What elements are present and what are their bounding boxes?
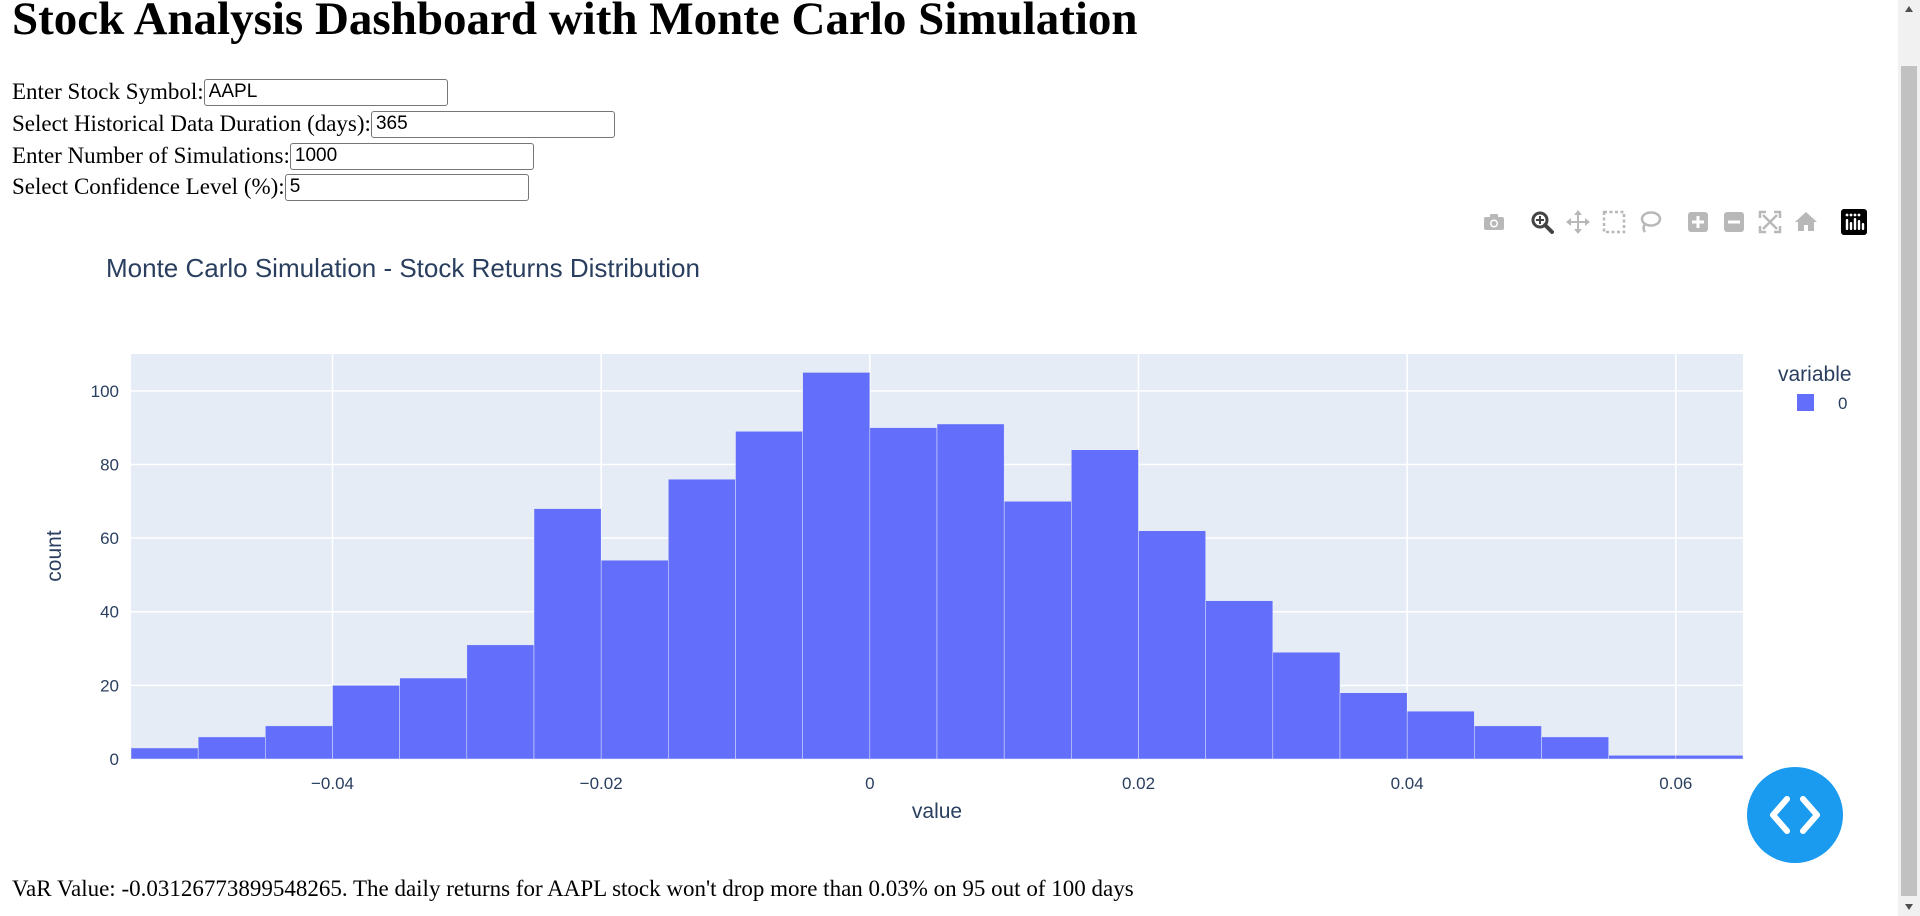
x-axis-label: value xyxy=(912,800,962,823)
lasso-select-button[interactable] xyxy=(1636,208,1664,236)
x-axis-ticks: −0.04 −0.02 0 0.02 0.04 0.06 xyxy=(311,774,1692,793)
histogram-bar[interactable] xyxy=(600,559,669,760)
histogram-bar[interactable] xyxy=(265,725,333,760)
returns-histogram-chart: Monte Carlo Simulation - Stock Returns D… xyxy=(43,253,1852,823)
confidence-row: Select Confidence Level (%): xyxy=(12,171,529,203)
histogram-bar[interactable] xyxy=(197,736,266,760)
confidence-input[interactable] xyxy=(284,173,529,201)
duration-input[interactable] xyxy=(370,110,615,138)
y-tick-label: 100 xyxy=(91,382,119,401)
legend: variable 0 xyxy=(1778,363,1852,413)
plotly-logo-icon xyxy=(1841,209,1867,235)
chart-title: Monte Carlo Simulation - Stock Returns D… xyxy=(106,253,700,283)
zoom-out-button[interactable] xyxy=(1720,208,1748,236)
page-title: Stock Analysis Dashboard with Monte Carl… xyxy=(12,0,1138,45)
simulations-label: Enter Number of Simulations: xyxy=(12,143,290,168)
histogram-bar[interactable] xyxy=(533,508,602,760)
x-tick-label: 0.04 xyxy=(1391,774,1424,793)
arrow-up-icon xyxy=(1905,6,1913,12)
histogram-bar[interactable] xyxy=(399,677,468,760)
scroll-up-button[interactable] xyxy=(1898,0,1920,18)
var-result-text: VaR Value: -0.03126773899548265. The dai… xyxy=(12,876,1134,901)
x-tick-label: 0.06 xyxy=(1659,774,1692,793)
box-select-button[interactable] xyxy=(1600,208,1628,236)
histogram-bar[interactable] xyxy=(668,478,736,760)
histogram-bar[interactable] xyxy=(735,431,803,760)
pan-icon xyxy=(1566,210,1590,234)
y-tick-label: 0 xyxy=(110,750,119,769)
x-tick-label: 0.02 xyxy=(1122,774,1155,793)
plotly-logo-button[interactable] xyxy=(1840,208,1868,236)
download-plot-button[interactable] xyxy=(1480,208,1508,236)
histogram-bar[interactable] xyxy=(1071,449,1139,760)
zoom-in-icon xyxy=(1688,212,1708,232)
lasso-icon xyxy=(1640,211,1662,233)
stock-symbol-label: Enter Stock Symbol: xyxy=(12,79,204,104)
x-tick-label: 0 xyxy=(865,774,874,793)
legend-title: variable xyxy=(1778,363,1852,386)
histogram-bar[interactable] xyxy=(869,427,938,760)
histogram-bar[interactable] xyxy=(1003,501,1072,760)
zoom-in-button[interactable] xyxy=(1684,208,1712,236)
histogram-bar[interactable] xyxy=(130,747,199,760)
box-select-icon xyxy=(1602,210,1626,234)
simulations-row: Enter Number of Simulations: xyxy=(12,140,534,172)
code-icon xyxy=(1770,796,1820,834)
legend-entry-label: 0 xyxy=(1838,394,1847,413)
histogram-bar[interactable] xyxy=(936,423,1005,760)
pan-button[interactable] xyxy=(1564,208,1592,236)
y-tick-label: 80 xyxy=(100,455,119,474)
scroll-down-button[interactable] xyxy=(1898,898,1920,916)
histogram-bar[interactable] xyxy=(1541,736,1609,760)
reset-axes-button[interactable] xyxy=(1792,208,1820,236)
legend-swatch xyxy=(1797,394,1814,411)
x-tick-label: −0.02 xyxy=(580,774,623,793)
histogram-bar[interactable] xyxy=(1205,600,1274,760)
histogram-bar[interactable] xyxy=(332,685,400,760)
autoscale-icon xyxy=(1758,210,1782,234)
duration-row: Select Historical Data Duration (days): xyxy=(12,108,615,140)
y-axis-label: count xyxy=(43,530,66,582)
y-tick-label: 40 xyxy=(100,603,119,622)
zoom-out-icon xyxy=(1724,212,1744,232)
histogram-bar[interactable] xyxy=(466,644,535,760)
histogram-bar[interactable] xyxy=(1272,651,1341,760)
autoscale-button[interactable] xyxy=(1756,208,1784,236)
stock-symbol-row: Enter Stock Symbol: xyxy=(12,76,448,108)
code-fab-button[interactable] xyxy=(1747,767,1843,863)
stock-symbol-input[interactable] xyxy=(203,78,448,106)
simulations-input[interactable] xyxy=(289,142,534,170)
zoom-button[interactable] xyxy=(1528,208,1556,236)
scrollbar-thumb[interactable] xyxy=(1901,66,1917,896)
zoom-icon xyxy=(1531,211,1554,234)
histogram-bar[interactable] xyxy=(1406,710,1475,760)
camera-icon xyxy=(1484,214,1504,230)
x-tick-label: −0.04 xyxy=(311,774,354,793)
arrow-down-icon xyxy=(1905,904,1913,910)
histogram-bar[interactable] xyxy=(1608,755,1677,760)
legend-item[interactable]: 0 xyxy=(1797,394,1847,413)
confidence-label: Select Confidence Level (%): xyxy=(12,174,285,199)
histogram-bar[interactable] xyxy=(802,372,871,760)
histogram-bars xyxy=(130,372,1744,760)
histogram-bar[interactable] xyxy=(1675,755,1744,760)
vertical-scrollbar[interactable] xyxy=(1898,0,1920,916)
y-tick-label: 60 xyxy=(100,529,119,548)
duration-label: Select Historical Data Duration (days): xyxy=(12,111,371,136)
histogram-bar[interactable] xyxy=(1474,725,1542,760)
histogram-bar[interactable] xyxy=(1339,692,1408,760)
y-axis-ticks: 0 20 40 60 80 100 xyxy=(91,382,119,769)
reset-axes-icon xyxy=(1795,212,1817,231)
y-tick-label: 20 xyxy=(100,676,119,695)
histogram-bar[interactable] xyxy=(1138,530,1206,760)
